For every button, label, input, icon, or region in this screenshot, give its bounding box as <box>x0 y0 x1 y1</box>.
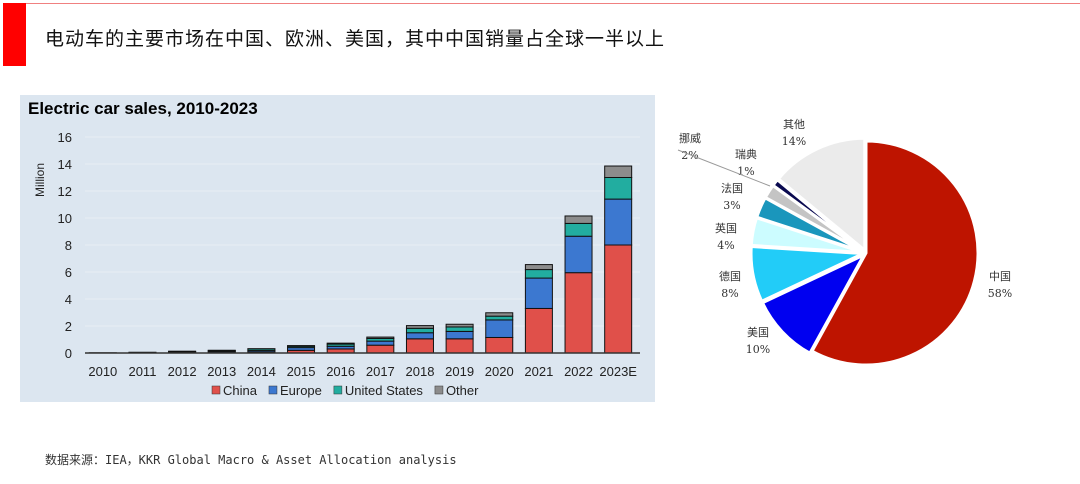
y-tick-label: 4 <box>65 292 72 307</box>
pie-slice <box>760 251 868 356</box>
pie-percent: 8% <box>721 287 738 300</box>
bar-segment-europe <box>366 340 395 346</box>
pie-label: 德国 <box>719 269 741 283</box>
y-tick-label: 14 <box>58 157 72 172</box>
pie-percent: 10% <box>746 343 770 356</box>
bar-segment-other <box>485 312 514 317</box>
y-tick-label: 0 <box>65 346 72 361</box>
legend-swatch <box>333 385 343 395</box>
bar-segment-other <box>445 323 474 328</box>
x-tick-label: 2012 <box>168 364 197 379</box>
bar-segment-china <box>485 336 514 354</box>
pie-percent: 2% <box>681 149 698 162</box>
legend-label: China <box>223 383 258 398</box>
pie-slice <box>810 139 980 367</box>
pie-percent: 1% <box>737 165 754 178</box>
bar-segment-united-states <box>564 222 593 237</box>
bar-segment-united-states <box>445 326 474 332</box>
bar-segment-other <box>366 336 395 339</box>
bar-segment-europe <box>564 235 593 274</box>
legend-swatch <box>268 385 278 395</box>
legend-swatch <box>211 385 221 395</box>
x-tick-label: 2020 <box>485 364 514 379</box>
bar-segment-other <box>405 325 434 329</box>
x-tick-label: 2016 <box>326 364 355 379</box>
y-tick-label: 2 <box>65 319 72 334</box>
bar-segment-other <box>326 342 355 345</box>
legend-swatch <box>434 385 444 395</box>
legend-label: United States <box>345 383 424 398</box>
title-accent-bar <box>3 3 26 66</box>
pie-label: 法国 <box>721 181 743 195</box>
pie-label: 瑞典 <box>735 147 757 161</box>
pie-label: 中国 <box>989 270 1011 283</box>
bar-segment-europe <box>485 319 514 338</box>
page-title: 电动车的主要市场在中国、欧洲、美国，其中中国销量占全球一半以上 <box>45 28 666 50</box>
x-tick-label: 2021 <box>524 364 553 379</box>
pie-slice <box>776 136 867 254</box>
bar-segment-china <box>445 338 474 354</box>
leader-line <box>677 149 771 187</box>
legend-label: Other <box>446 383 479 398</box>
x-tick-label: 2013 <box>207 364 236 379</box>
bar-segment-europe <box>604 198 633 246</box>
x-tick-label: 2018 <box>406 364 435 379</box>
pie-percent: 4% <box>717 239 734 252</box>
pie-label: 美国 <box>747 326 769 339</box>
bar-segment-china <box>366 344 395 354</box>
bar-segment-china <box>405 338 434 354</box>
bar-segment-united-states <box>604 177 633 200</box>
pie-percent: 58% <box>988 287 1012 300</box>
y-tick-label: 6 <box>65 265 72 280</box>
bar-segment-united-states <box>405 327 434 334</box>
y-tick-label: 10 <box>58 211 72 226</box>
x-tick-label: 2010 <box>88 364 117 379</box>
pie-percent: 3% <box>723 199 740 212</box>
bar-segment-china <box>564 272 593 354</box>
bar-segment-united-states <box>485 315 514 321</box>
bar-segment-other <box>564 215 593 224</box>
y-tick-label: 16 <box>58 130 72 145</box>
bar-segment-europe <box>445 330 474 340</box>
bar-chart: 0 2 4 6 8 10 12 14 16 Million 2010 2011 2012 2013 2014… <box>33 130 640 398</box>
bar-segment-europe <box>405 332 434 340</box>
x-tick-label: 2019 <box>445 364 474 379</box>
pie-label: 其他 <box>783 118 805 131</box>
x-tick-label: 2011 <box>128 364 156 379</box>
bar-segment-china <box>524 307 553 354</box>
source-note: 数据来源：IEA，KKR Global Macro & Asset Alloca… <box>45 453 457 467</box>
legend-label: Europe <box>280 383 322 398</box>
header-rule <box>26 3 1080 4</box>
y-axis-label: Million <box>33 163 47 197</box>
pie-percent: 14% <box>782 135 806 148</box>
x-tick-label: 2023E <box>599 364 637 379</box>
y-tick-label: 12 <box>58 184 72 199</box>
x-tick-label: 2014 <box>247 364 276 379</box>
x-tick-label: 2022 <box>564 364 593 379</box>
pie-label: 挪威 <box>679 131 701 145</box>
bar-segment-united-states <box>524 269 553 279</box>
bar-segment-other <box>287 345 316 347</box>
x-tick-label: 2017 <box>366 364 395 379</box>
bar-chart-title: Electric car sales, 2010-2023 <box>28 99 258 118</box>
x-tick-label: 2015 <box>287 364 316 379</box>
pie-chart: 中国 58% 美国 10% 德国 8% 英国 4% 法国 3% 挪威 2% 瑞典 1% 其他 14% <box>677 118 1012 367</box>
bar-segment-europe <box>524 277 553 309</box>
bar-segment-china <box>604 244 633 354</box>
bar-segment-other <box>604 165 633 178</box>
pie-label: 英国 <box>715 221 737 235</box>
y-tick-label: 8 <box>65 238 72 253</box>
bar-segment-other <box>524 264 553 271</box>
